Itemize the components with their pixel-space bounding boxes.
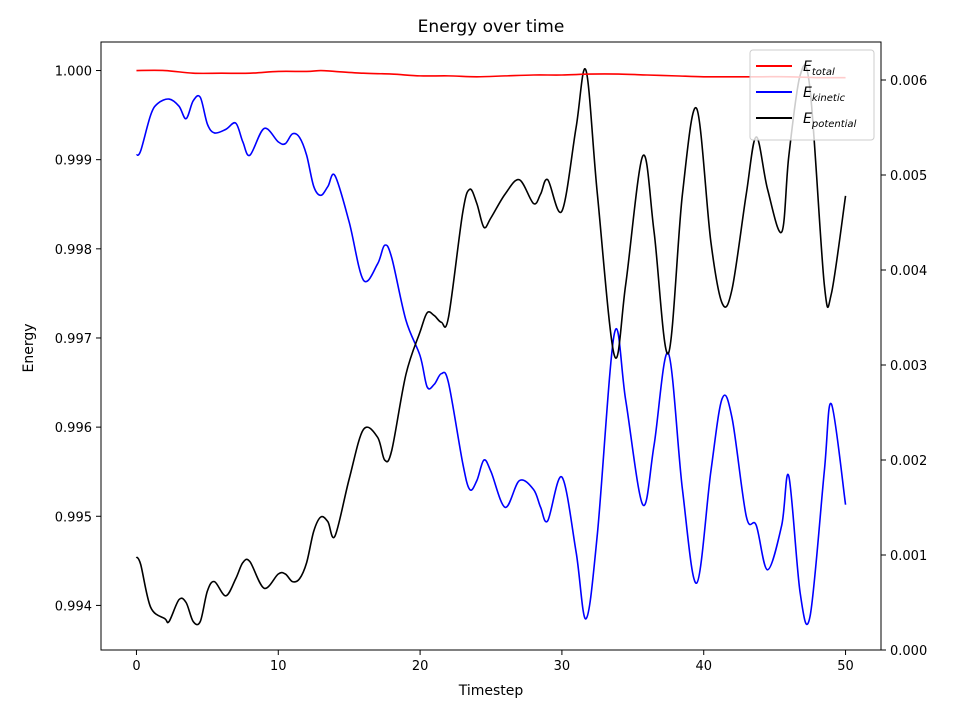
series-line-e-potential	[135, 64, 847, 626]
legend-label-total: Etotal	[803, 59, 835, 78]
x-tick-label: 50	[837, 659, 854, 674]
axes-frame	[100, 41, 882, 651]
y-right-tick-label: 0.006	[890, 74, 927, 89]
plot-area	[135, 64, 847, 626]
y-left-tick-label: 0.997	[55, 332, 92, 347]
legend: Etotal Ekinetic Epotential	[749, 49, 875, 141]
y-right-tick-label: 0.002	[890, 454, 927, 469]
x-tick-label: 40	[695, 659, 712, 674]
x-tick-label: 10	[270, 659, 287, 674]
y-left-tick-label: 0.998	[55, 243, 92, 258]
y-left-tick-label: 1.000	[55, 65, 92, 80]
y-left-tick-label: 0.994	[55, 599, 92, 614]
axis-ticks: 0 10 20 30 40 50 0.994 0.995 0.996 0.997 0.998 0.99…	[55, 65, 927, 674]
y-left-tick-label: 0.996	[55, 421, 92, 436]
legend-label-kinetic: Ekinetic	[803, 85, 846, 104]
chart-title: Energy over time	[418, 17, 565, 37]
x-tick-label: 30	[554, 659, 571, 674]
y-right-tick-label: 0.003	[890, 359, 927, 374]
series-line-e-kinetic	[135, 94, 847, 626]
x-tick-label: 20	[412, 659, 429, 674]
series-lines	[135, 64, 847, 626]
legend-label-potential: Epotential	[803, 111, 857, 130]
y-right-tick-label: 0.001	[890, 549, 927, 564]
y-axis-label: Energy	[21, 323, 37, 372]
y-left-tick-label: 0.999	[55, 154, 92, 169]
y-right-tick-label: 0.004	[890, 264, 927, 279]
y-right-tick-label: 0.000	[890, 644, 927, 659]
y-left-tick-label: 0.995	[55, 510, 92, 525]
x-tick-label: 0	[132, 659, 140, 674]
series-line-e-total	[136, 69, 846, 79]
y-right-tick-label: 0.005	[890, 169, 927, 184]
x-axis-label: Timestep	[458, 683, 524, 699]
